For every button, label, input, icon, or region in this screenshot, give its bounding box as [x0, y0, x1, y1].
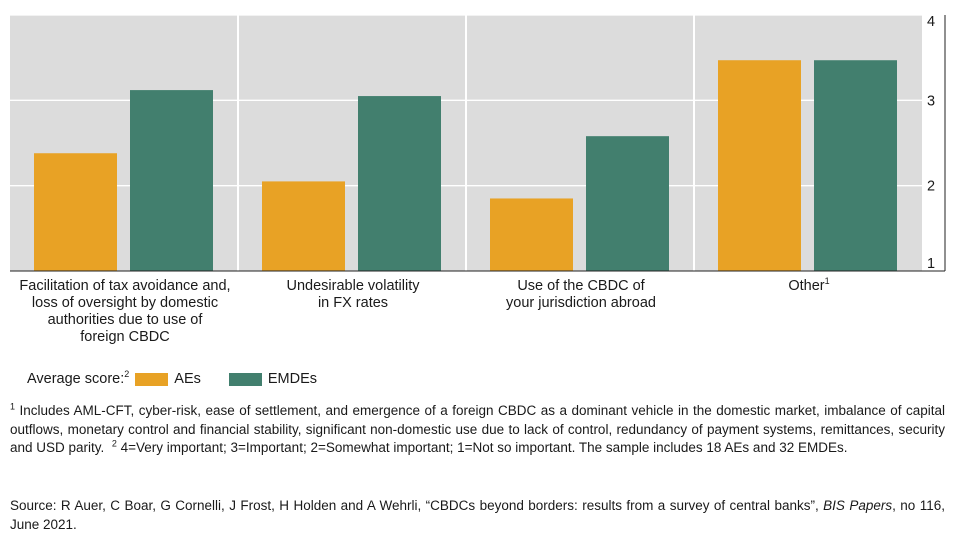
x-tick-label-4: Other1 [788, 276, 830, 294]
x-tick-label-3: Use of the CBDC of your jurisdiction abr… [506, 278, 656, 311]
bar-emdes-3 [586, 136, 669, 271]
y-tick-label-1: 1 [927, 256, 935, 272]
footnote-marker-2: 2 [111, 438, 117, 449]
legend-label-aes: AEs [174, 371, 201, 387]
y-tick-label-2: 2 [927, 179, 935, 195]
source-note: Source: R Auer, C Boar, G Cornelli, J Fr… [10, 497, 945, 534]
legend: Average score:2 AEs EMDEs [27, 369, 339, 387]
bar-aes-1 [34, 153, 117, 271]
x-tick-label-1: Facilitation of tax avoidance and, loss … [19, 278, 231, 345]
legend-title: Average score:2 [27, 369, 130, 387]
footnote-1: Includes AML-CFT, cyber-risk, ease of se… [10, 403, 945, 455]
bar-emdes-1 [130, 90, 213, 272]
source-text: Source: R Auer, C Boar, G Cornelli, J Fr… [10, 498, 819, 513]
y-tick-label-4: 4 [927, 14, 935, 30]
bar-aes-4 [718, 60, 801, 271]
x-tick-label-2: Undesirable volatility in FX rates [286, 278, 420, 311]
y-tick-label-3: 3 [927, 93, 935, 109]
source-journal: BIS Papers [823, 498, 893, 513]
bar-aes-2 [262, 181, 345, 271]
bar-emdes-4 [814, 60, 897, 271]
source-suffix: , no 116, June 2021. [10, 498, 945, 532]
bar-emdes-2 [358, 96, 441, 271]
legend-label-emdes: EMDEs [267, 371, 318, 387]
footnotes: 1 Includes AML-CFT, cyber-risk, ease of … [10, 402, 945, 458]
bar-aes-3 [490, 198, 573, 271]
legend-swatch-aes [135, 372, 169, 386]
legend-swatch-emdes [228, 372, 262, 386]
footnote-marker-1: 1 [10, 401, 16, 412]
chart: 1 2 3 4 [10, 14, 946, 272]
footnote-2: 4=Very important; 3=Important; 2=Somewha… [120, 440, 848, 455]
